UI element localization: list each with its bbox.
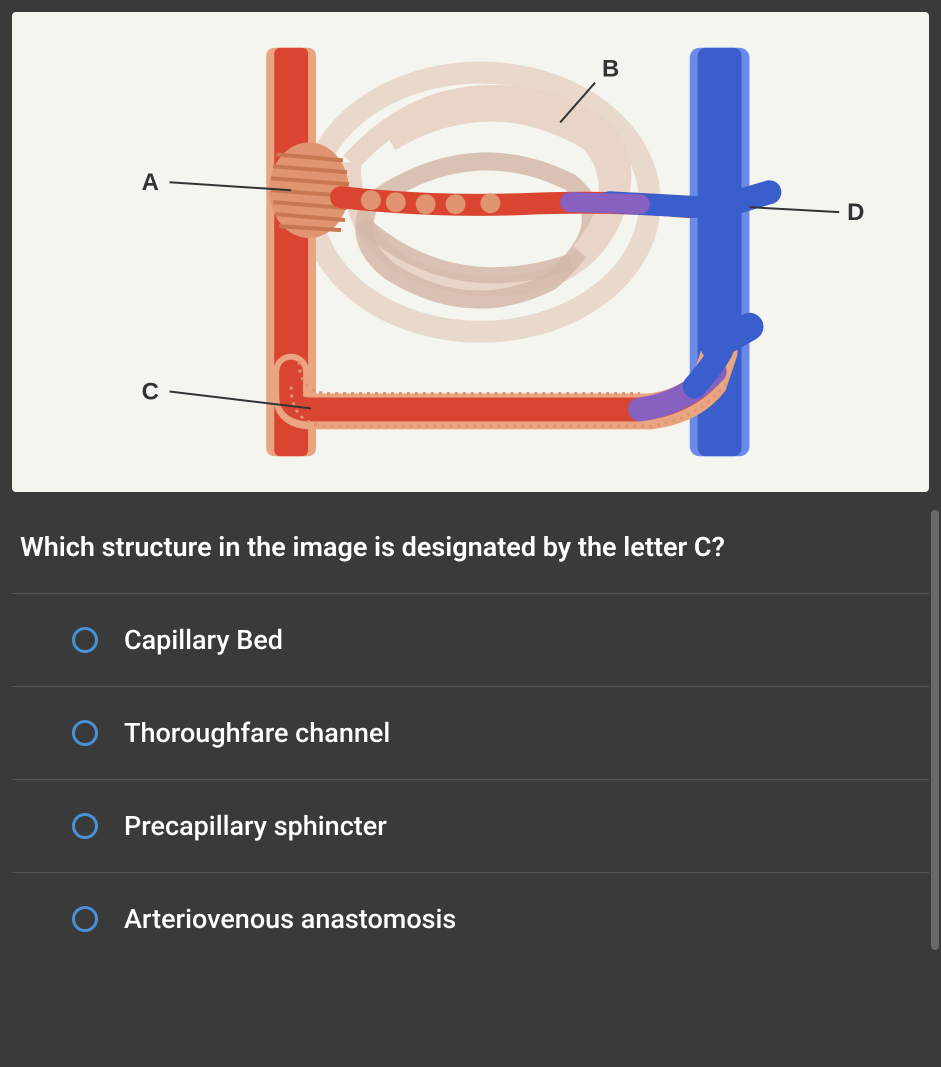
metarteriole: [341, 190, 700, 214]
radio-icon: [72, 813, 98, 839]
arteriovenous-anastomosis: [291, 350, 727, 427]
radio-icon: [72, 720, 98, 746]
radio-icon: [72, 906, 98, 932]
option-thoroughfare-channel[interactable]: Thoroughfare channel: [12, 687, 929, 780]
option-label: Capillary Bed: [124, 624, 283, 656]
capillary-diagram: A B C D: [52, 42, 889, 462]
question-row: Which structure in the image is designat…: [12, 512, 929, 594]
option-precapillary-sphincter[interactable]: Precapillary sphincter: [12, 780, 929, 873]
label-a: A: [142, 169, 159, 196]
question-text: Which structure in the image is designat…: [20, 530, 921, 565]
option-label: Precapillary sphincter: [124, 810, 387, 842]
option-arteriovenous-anastomosis[interactable]: Arteriovenous anastomosis: [12, 873, 929, 965]
option-label: Thoroughfare channel: [124, 717, 390, 749]
scrollbar[interactable]: [931, 510, 939, 950]
option-capillary-bed[interactable]: Capillary Bed: [12, 594, 929, 687]
option-label: Arteriovenous anastomosis: [124, 903, 456, 935]
label-d: D: [847, 199, 864, 226]
radio-icon: [72, 627, 98, 653]
quiz-container: A B C D Which structure in the image is …: [0, 0, 941, 977]
label-c: C: [142, 378, 159, 405]
label-b: B: [602, 56, 619, 83]
diagram-panel: A B C D: [12, 12, 929, 492]
